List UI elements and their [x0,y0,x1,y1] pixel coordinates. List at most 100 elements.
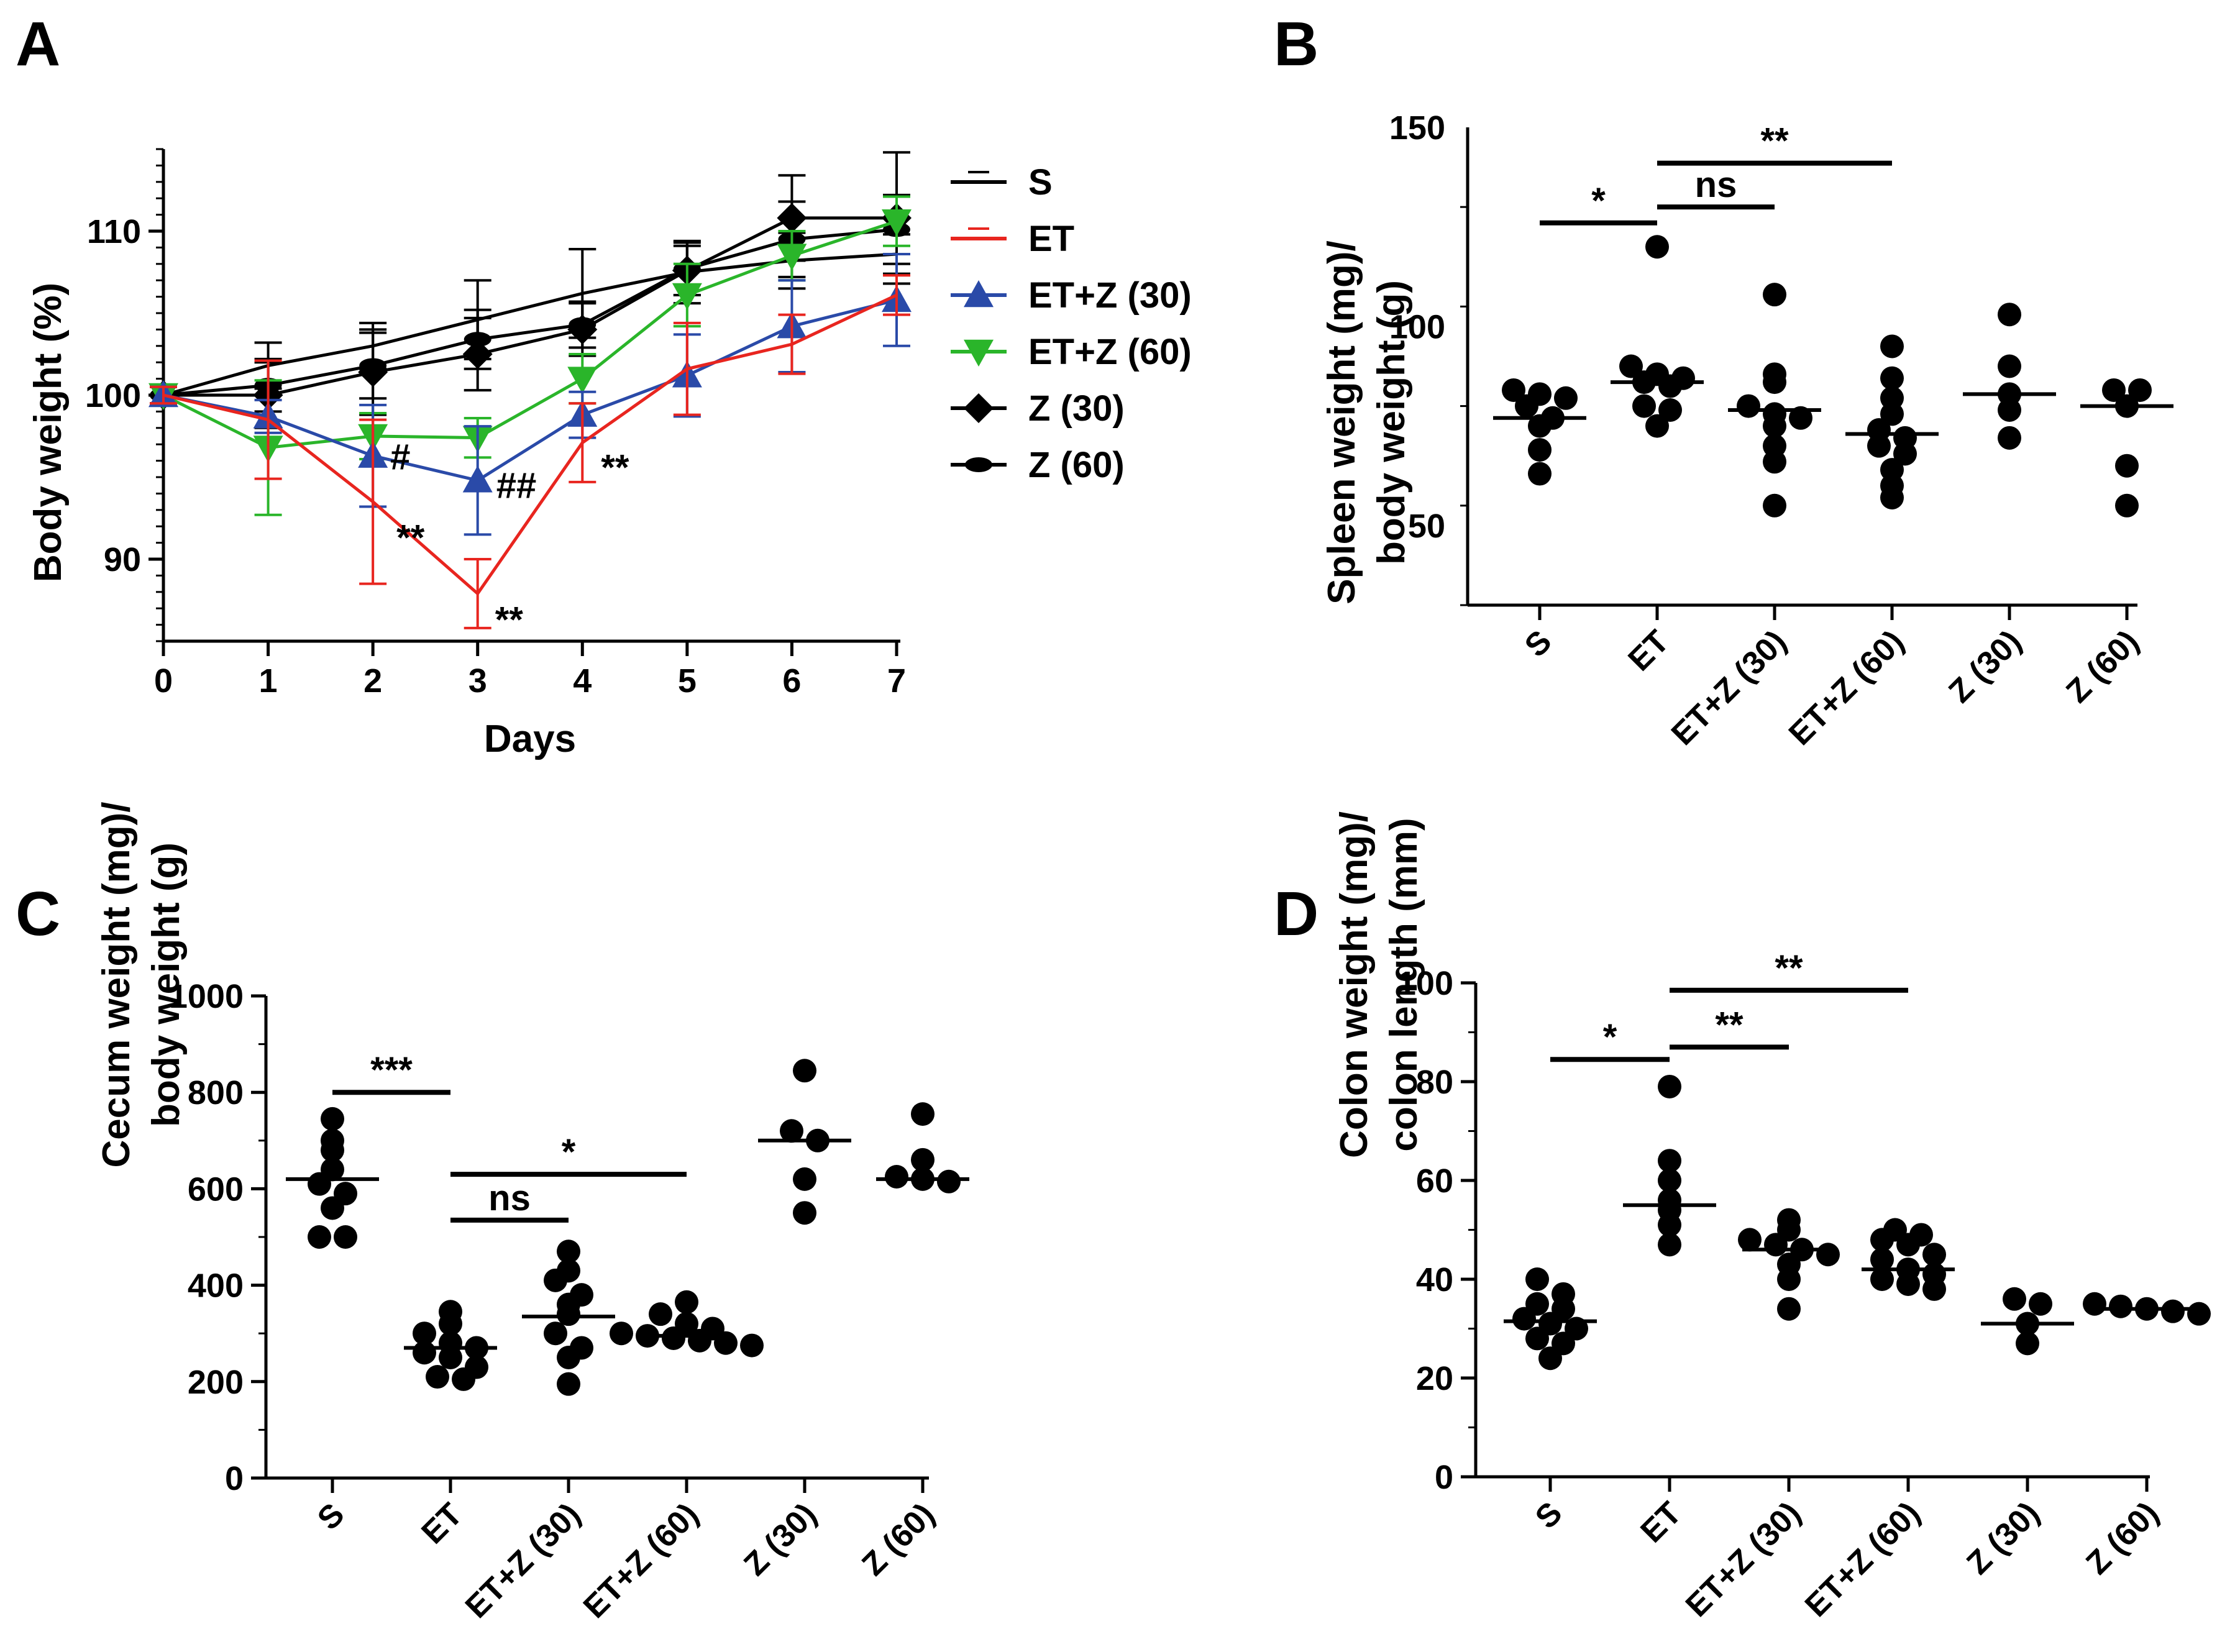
data-point [413,1341,436,1365]
data-point [1502,378,1525,402]
category-label: S [1518,623,1559,664]
legend-label: ET+Z (60) [1028,332,1192,372]
data-point [1763,283,1786,307]
data-point [1763,414,1786,438]
data-point [675,1290,698,1314]
data-point [413,1321,436,1346]
y-axis-title: Colon weight (mg)/colon length (mm) [1333,811,1425,1158]
x-tick-label: 1 [259,662,278,700]
data-point [1998,303,2021,327]
data-point [1764,1233,1788,1257]
data-point [1658,1213,1681,1237]
data-point [439,1312,462,1336]
significance-label: * [1591,181,1606,221]
category-label: S [1529,1495,1570,1536]
x-tick-label: 6 [782,662,801,700]
data-point [1998,398,2021,422]
category-label: ET+Z (60) [1798,1495,1927,1624]
y-axis-title: Body weight (%) [27,283,70,582]
x-tick-label: 5 [678,662,697,700]
y-axis-title-line: colon length (mm) [1383,818,1425,1151]
data-point [1896,1272,1920,1296]
y-tick-label: 150 [1389,109,1445,147]
category-label: ET+Z (30) [459,1496,588,1625]
data-point [1922,1277,1946,1301]
x-tick-label: 7 [887,662,906,700]
y-tick-label: 100 [1397,965,1453,1002]
significance-label: * [562,1132,576,1172]
significance-label: ** [1715,1005,1744,1045]
y-tick-label: 600 [188,1171,244,1208]
data-point [1896,1233,1920,1257]
data-point [1528,414,1552,438]
data-point [1816,1243,1840,1267]
data-point [1880,402,1904,426]
data-point [321,1107,344,1131]
data-point [793,1167,816,1191]
data-point [777,244,807,271]
significance-mark: ** [601,448,629,488]
data-point [1512,1307,1536,1331]
data-point [439,1346,462,1369]
data-point [321,1196,344,1220]
y-tick-label: 50 [1408,508,1445,545]
data-point [1763,493,1786,518]
data-point [2029,1292,2052,1316]
data-point [1777,1267,1801,1291]
y-tick-label: 1000 [169,978,244,1015]
data-point [1658,1169,1681,1192]
data-point [2109,1294,2132,1318]
legend-label: ET [1028,219,1074,259]
data-point [1880,366,1904,390]
data-point [557,1302,580,1326]
x-axis-title: Days [484,718,576,760]
data-point [1554,386,1578,410]
category-label: Z (60) [2059,623,2146,710]
data-point [1645,414,1669,438]
data-point [1528,438,1552,462]
data-point [937,1169,961,1193]
y-tick-label: 400 [188,1267,244,1305]
data-point [793,1201,816,1225]
data-point [2102,378,2126,402]
panel-letter-d: D [1274,879,1319,949]
legend-label: ET+Z (30) [1028,275,1192,316]
y-axis-title: Cecum weight (mg)/body weight (g) [95,801,188,1167]
data-point [1738,1228,1762,1252]
data-point [882,209,912,237]
data-point [1658,374,1682,398]
data-point [1870,1228,1894,1252]
data-point [2128,378,2152,402]
significance-label: ** [1775,948,1803,988]
data-point [885,1165,908,1189]
x-tick-label: 3 [468,662,487,700]
legend-marker [964,280,994,308]
category-label: ET+Z (30) [1679,1495,1808,1624]
data-point [334,1225,357,1249]
y-tick-label: 80 [1416,1064,1453,1101]
panel-letter-b: B [1274,9,1319,79]
data-point [2083,1292,2106,1316]
significance-label: * [1603,1017,1617,1057]
y-tick-label: 0 [1435,1459,1453,1496]
category-label: ET [1621,623,1676,678]
data-point [1870,1267,1894,1291]
significance-label: ns [488,1178,531,1218]
data-point [1525,1267,1549,1291]
series-line [163,293,898,596]
data-point [1632,394,1656,418]
legend-label: Z (60) [1028,445,1125,485]
category-label: Z (30) [1960,1495,2046,1581]
y-axis-title-line: Spleen weight (mg)/ [1320,240,1363,605]
data-point [557,1372,580,1396]
data-point [1998,354,2021,378]
legend-label: S [1028,162,1053,203]
category-label: Z (30) [737,1496,823,1582]
data-point [1880,334,1904,358]
data-point [544,1321,567,1346]
category-label: S [311,1496,352,1537]
data-point [662,1326,685,1350]
data-point [672,283,702,310]
category-label: ET+Z (30) [1665,623,1794,752]
data-point [1867,434,1891,458]
